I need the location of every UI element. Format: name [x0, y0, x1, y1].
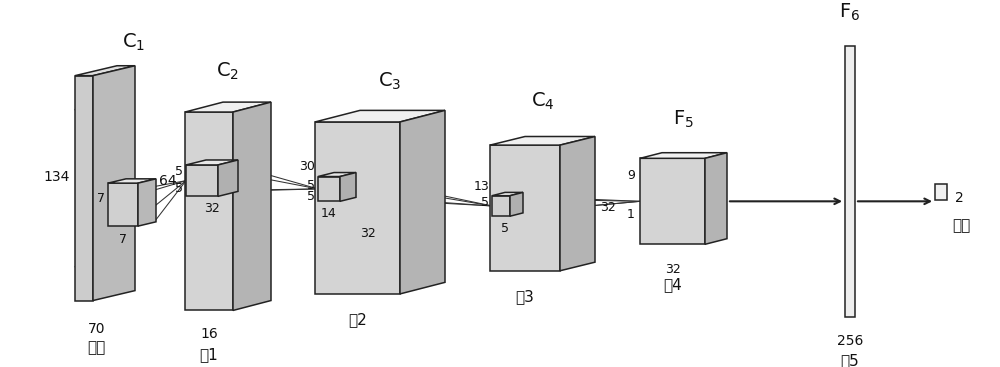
Text: 输出: 输出: [952, 219, 970, 234]
Text: 7: 7: [97, 192, 105, 205]
Polygon shape: [233, 102, 271, 310]
Polygon shape: [186, 165, 218, 196]
Polygon shape: [75, 66, 135, 76]
Text: 32: 32: [665, 262, 680, 276]
Polygon shape: [492, 196, 510, 216]
Text: 5: 5: [501, 222, 509, 235]
Text: 7: 7: [119, 233, 127, 246]
Polygon shape: [640, 158, 705, 244]
Text: 5: 5: [307, 179, 315, 192]
Text: 层3: 层3: [516, 289, 534, 304]
Polygon shape: [705, 153, 727, 244]
Polygon shape: [490, 137, 595, 145]
Text: 32: 32: [360, 227, 375, 240]
Text: 16: 16: [200, 327, 218, 341]
Polygon shape: [510, 192, 523, 216]
Text: 层1: 层1: [200, 347, 218, 362]
Polygon shape: [218, 160, 238, 196]
Polygon shape: [138, 179, 156, 226]
Text: 64: 64: [159, 174, 177, 189]
Text: 输入: 输入: [87, 340, 106, 355]
Polygon shape: [186, 160, 238, 165]
Text: 32: 32: [204, 202, 220, 215]
Text: 5: 5: [481, 196, 489, 210]
Polygon shape: [640, 153, 727, 158]
Polygon shape: [318, 172, 356, 177]
Polygon shape: [315, 110, 445, 122]
Text: F$_5$: F$_5$: [673, 108, 694, 130]
Polygon shape: [93, 66, 135, 301]
Polygon shape: [560, 137, 595, 271]
Polygon shape: [490, 145, 560, 271]
Text: C$_2$: C$_2$: [216, 61, 240, 82]
Text: 32: 32: [600, 201, 616, 214]
Text: 70: 70: [88, 322, 105, 336]
Text: 1: 1: [627, 208, 635, 221]
Text: 层2: 层2: [348, 312, 367, 327]
Text: 5: 5: [175, 182, 183, 195]
Polygon shape: [935, 184, 947, 200]
Text: 层5: 层5: [841, 353, 859, 367]
Polygon shape: [318, 177, 340, 201]
Text: C$_4$: C$_4$: [531, 90, 554, 112]
Text: 层4: 层4: [663, 277, 682, 292]
Text: C$_3$: C$_3$: [378, 71, 402, 92]
Polygon shape: [340, 172, 356, 201]
Text: C$_1$: C$_1$: [122, 31, 145, 52]
Polygon shape: [108, 183, 138, 226]
Polygon shape: [185, 102, 271, 112]
Polygon shape: [108, 179, 156, 183]
Polygon shape: [185, 112, 233, 310]
Polygon shape: [75, 76, 93, 301]
Polygon shape: [315, 122, 400, 294]
Text: 256: 256: [837, 334, 863, 348]
Polygon shape: [400, 110, 445, 294]
Text: 30: 30: [299, 160, 315, 173]
Text: 13: 13: [473, 180, 489, 193]
Text: 134: 134: [44, 170, 70, 184]
Text: 2: 2: [955, 191, 964, 205]
Text: 5: 5: [175, 166, 183, 178]
Text: F$_6$: F$_6$: [839, 1, 861, 23]
Text: 5: 5: [307, 190, 315, 203]
Text: 9: 9: [627, 169, 635, 182]
Text: 14: 14: [321, 207, 337, 220]
Polygon shape: [845, 46, 855, 317]
Polygon shape: [492, 192, 523, 196]
